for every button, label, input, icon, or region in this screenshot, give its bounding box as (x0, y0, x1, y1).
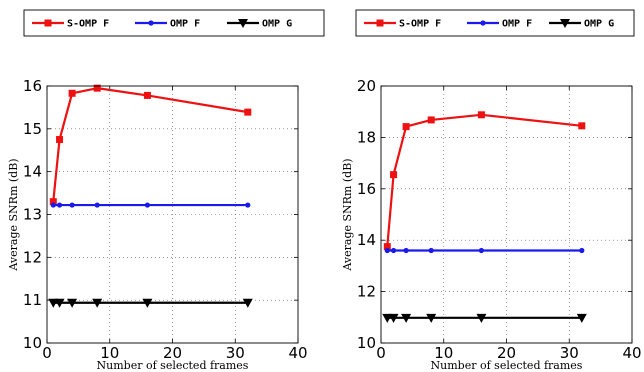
data-point (56, 202, 63, 208)
legend-item: OMP G (227, 19, 292, 30)
data-point (50, 202, 56, 208)
series-line (386, 113, 582, 247)
legend: S-OMP F OMP F OMP G (355, 9, 635, 37)
y-tick-label: 10 (23, 334, 42, 352)
legend-item: OMP F (467, 19, 532, 30)
legend-label: OMP F (502, 19, 532, 30)
data-point (428, 247, 434, 254)
y-tick-label: 12 (23, 248, 42, 266)
legend-swatch-marker (480, 20, 486, 26)
data-point (401, 313, 412, 323)
x-tick-label: 0 (42, 344, 52, 362)
y-tick-label: 14 (23, 163, 42, 181)
data-point (579, 247, 585, 254)
y-tick-label: 13 (23, 206, 42, 224)
y-tick-label: 15 (23, 120, 42, 138)
data-point (67, 298, 78, 308)
y-axis-label: Average SNRm (dB) (341, 158, 354, 271)
data-point (245, 202, 251, 208)
x-tick-label: 10 (100, 344, 119, 362)
x-tick-label: 40 (288, 344, 307, 362)
series-s-omp-f (49, 84, 252, 206)
data-point (478, 247, 484, 254)
data-point (143, 91, 151, 99)
data-point (92, 298, 103, 308)
y-tick-label: 11 (23, 291, 42, 309)
y-tick-label: 20 (357, 77, 376, 95)
legend-label: S-OMP F (67, 19, 109, 30)
data-point (403, 247, 409, 254)
legend-item: S-OMP F (364, 19, 441, 30)
x-tick-label: 0 (376, 344, 386, 362)
data-point (427, 116, 435, 124)
data-point (54, 298, 65, 308)
legend-label: OMP G (584, 19, 614, 30)
x-tick-label: 40 (622, 344, 641, 362)
data-point (578, 122, 586, 130)
y-tick-label: 14 (357, 231, 376, 249)
data-point (56, 136, 64, 144)
axes-frame (46, 85, 299, 344)
data-point (576, 313, 587, 323)
legend-item: OMP G (549, 19, 614, 30)
data-point (388, 313, 399, 323)
x-tick-label: 30 (560, 344, 579, 362)
data-point (69, 202, 75, 208)
data-point (390, 171, 398, 179)
data-point (94, 202, 100, 208)
x-tick-label: 30 (226, 344, 245, 362)
data-point (242, 298, 253, 308)
series-omp-f (384, 247, 585, 254)
data-point (382, 313, 393, 323)
y-axis-label: Average SNRm (dB) (7, 158, 20, 271)
data-point (477, 111, 485, 119)
legend-swatch-marker (148, 20, 154, 26)
data-point (93, 84, 101, 92)
data-point (390, 247, 397, 254)
x-tick-label: 20 (497, 344, 516, 362)
y-tick-label: 18 (357, 128, 376, 146)
data-point (48, 298, 59, 308)
y-tick-label: 16 (357, 180, 376, 198)
x-tick-label: 20 (163, 344, 182, 362)
legend-label: S-OMP F (399, 19, 441, 30)
series-omp-g (48, 298, 253, 308)
x-axis-label: Number of selected frames (97, 359, 249, 372)
legend-swatch-marker (44, 19, 52, 27)
data-point (142, 298, 153, 308)
x-axis-label: Number of selected frames (431, 359, 583, 372)
x-tick-label: 10 (434, 344, 453, 362)
data-point (244, 108, 252, 116)
axes-frame (380, 85, 633, 344)
y-tick-label: 12 (357, 283, 376, 301)
series-line (52, 87, 248, 202)
legend-swatch-marker (376, 19, 384, 27)
legend-swatch-marker (238, 19, 248, 28)
series-s-omp-f (383, 111, 586, 251)
y-tick-label: 16 (23, 77, 42, 95)
legend-label: OMP F (170, 19, 200, 30)
legend-item: OMP F (135, 19, 200, 30)
data-point (383, 243, 391, 251)
data-point (426, 313, 437, 323)
legend: S-OMP F OMP F OMP G (23, 9, 325, 37)
series-omp-g (382, 313, 587, 323)
legend-box (23, 9, 325, 37)
legend-item: S-OMP F (32, 19, 109, 30)
legend-label: OMP G (262, 19, 292, 30)
data-point (384, 247, 390, 254)
data-point (68, 89, 76, 97)
series-omp-f (50, 202, 251, 208)
legend-swatch-marker (560, 19, 570, 28)
data-point (49, 198, 57, 206)
y-tick-label: 10 (357, 334, 376, 352)
data-point (402, 123, 410, 131)
data-point (144, 202, 150, 208)
data-point (476, 313, 487, 323)
